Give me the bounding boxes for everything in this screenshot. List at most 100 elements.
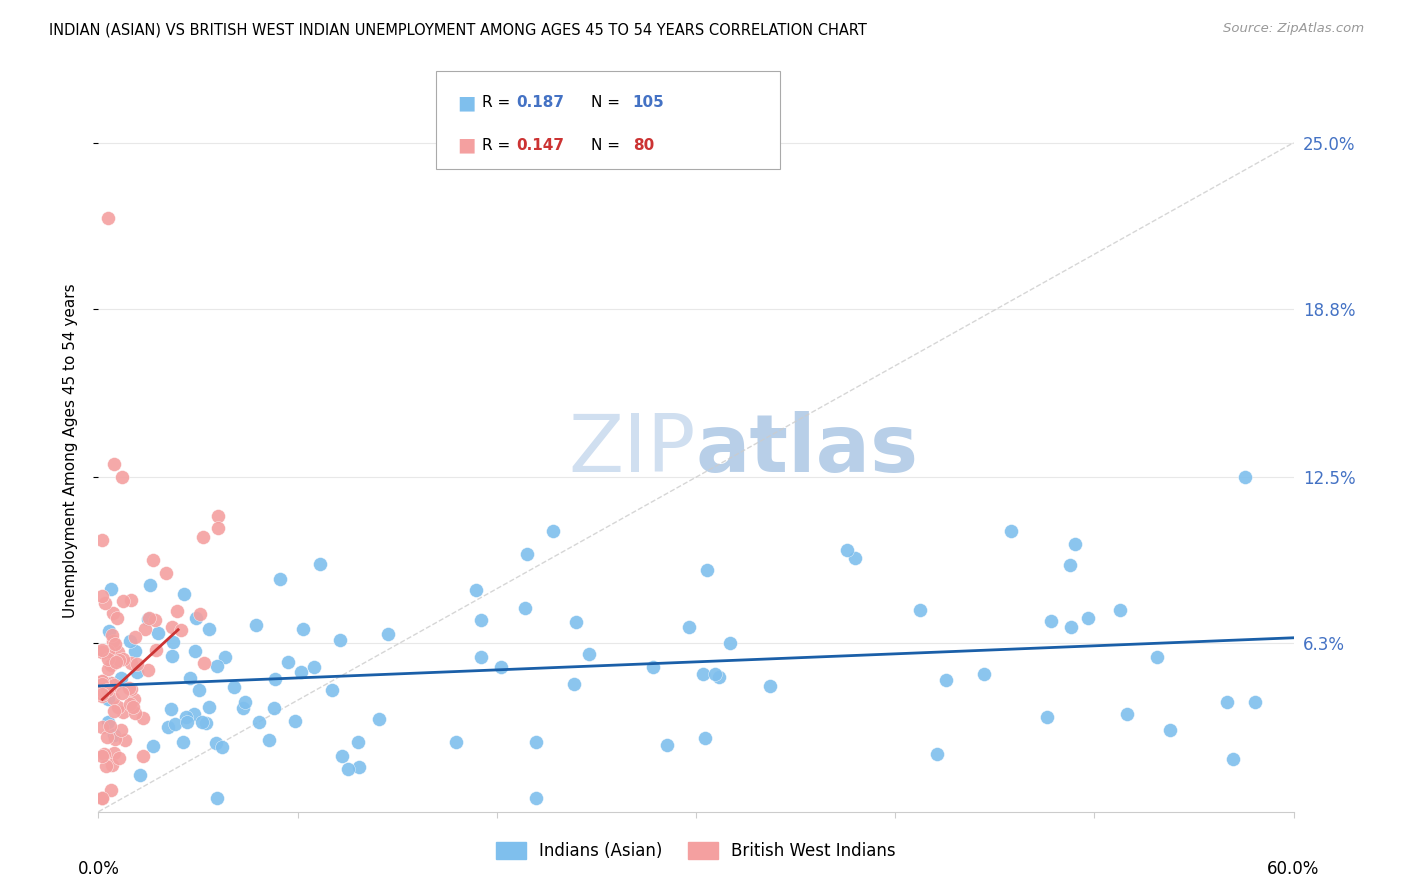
British West Indians xyxy=(107,750,129,764)
Indians (Asian) xyxy=(186,610,208,624)
Indians (Asian) xyxy=(222,680,245,694)
Text: INDIAN (ASIAN) VS BRITISH WEST INDIAN UNEMPLOYMENT AMONG AGES 45 TO 54 YEARS COR: INDIAN (ASIAN) VS BRITISH WEST INDIAN UN… xyxy=(49,22,868,37)
British West Indians xyxy=(131,711,153,725)
British West Indians xyxy=(105,610,128,624)
Indians (Asian) xyxy=(290,665,312,679)
Indians (Asian) xyxy=(696,563,718,577)
British West Indians xyxy=(91,533,114,547)
British West Indians xyxy=(104,637,127,651)
British West Indians xyxy=(120,681,142,696)
Indians (Asian) xyxy=(1059,558,1081,572)
British West Indians xyxy=(96,683,118,698)
British West Indians xyxy=(97,643,120,657)
British West Indians xyxy=(110,723,132,738)
Text: 0.147: 0.147 xyxy=(516,138,564,153)
Indians (Asian) xyxy=(470,614,492,628)
British West Indians xyxy=(131,749,153,764)
Indians (Asian) xyxy=(263,701,285,715)
Indians (Asian) xyxy=(655,738,678,752)
Indians (Asian) xyxy=(565,615,588,629)
Indians (Asian) xyxy=(844,550,866,565)
British West Indians xyxy=(91,791,114,805)
British West Indians xyxy=(94,597,117,611)
British West Indians xyxy=(105,656,128,670)
British West Indians xyxy=(91,674,114,689)
Indians (Asian) xyxy=(368,712,391,726)
Indians (Asian) xyxy=(191,715,214,730)
British West Indians xyxy=(207,508,229,523)
British West Indians xyxy=(125,657,148,672)
British West Indians xyxy=(114,732,136,747)
Indians (Asian) xyxy=(198,700,221,714)
Text: ZIP: ZIP xyxy=(568,411,696,490)
Indians (Asian) xyxy=(1039,614,1062,628)
Indians (Asian) xyxy=(308,557,330,571)
Indians (Asian) xyxy=(935,673,957,687)
Indians (Asian) xyxy=(120,634,142,648)
Indians (Asian) xyxy=(1116,706,1139,721)
Indians (Asian) xyxy=(524,791,547,805)
Text: 0.187: 0.187 xyxy=(516,95,564,110)
Indians (Asian) xyxy=(233,695,256,709)
British West Indians xyxy=(122,699,145,714)
Indians (Asian) xyxy=(205,736,228,750)
Indians (Asian) xyxy=(172,735,194,749)
British West Indians xyxy=(91,791,114,805)
British West Indians xyxy=(101,607,124,621)
British West Indians xyxy=(100,657,122,672)
Indians (Asian) xyxy=(183,644,205,658)
Indians (Asian) xyxy=(1233,470,1256,484)
Indians (Asian) xyxy=(98,676,121,690)
Indians (Asian) xyxy=(1064,537,1087,551)
Indians (Asian) xyxy=(129,768,152,782)
Text: R =: R = xyxy=(482,138,510,153)
Indians (Asian) xyxy=(678,620,700,634)
Indians (Asian) xyxy=(277,655,299,669)
British West Indians xyxy=(93,747,115,761)
Indians (Asian) xyxy=(302,659,325,673)
Indians (Asian) xyxy=(194,716,217,731)
Indians (Asian) xyxy=(179,672,201,686)
British West Indians xyxy=(107,645,129,659)
British West Indians xyxy=(91,643,114,657)
British West Indians xyxy=(91,687,114,701)
Indians (Asian) xyxy=(564,677,586,691)
Indians (Asian) xyxy=(124,644,146,658)
Indians (Asian) xyxy=(837,543,859,558)
British West Indians xyxy=(91,684,114,698)
Indians (Asian) xyxy=(1216,695,1239,709)
British West Indians xyxy=(97,662,120,676)
British West Indians xyxy=(160,620,183,634)
British West Indians xyxy=(94,759,117,773)
British West Indians xyxy=(91,720,114,734)
Indians (Asian) xyxy=(329,633,352,648)
British West Indians xyxy=(103,678,125,692)
British West Indians xyxy=(122,692,145,706)
Text: atlas: atlas xyxy=(696,411,920,490)
Indians (Asian) xyxy=(641,659,664,673)
Indians (Asian) xyxy=(162,635,184,649)
Indians (Asian) xyxy=(1108,603,1130,617)
Text: Source: ZipAtlas.com: Source: ZipAtlas.com xyxy=(1223,22,1364,36)
British West Indians xyxy=(124,706,146,721)
British West Indians xyxy=(97,211,120,225)
British West Indians xyxy=(91,589,114,603)
British West Indians xyxy=(108,653,131,667)
Indians (Asian) xyxy=(578,647,600,661)
British West Indians xyxy=(91,791,114,805)
Indians (Asian) xyxy=(284,714,307,728)
Indians (Asian) xyxy=(330,749,353,764)
British West Indians xyxy=(145,643,167,657)
British West Indians xyxy=(107,700,129,714)
British West Indians xyxy=(207,521,229,535)
British West Indians xyxy=(112,652,135,666)
Indians (Asian) xyxy=(97,691,120,706)
British West Indians xyxy=(166,604,188,618)
British West Indians xyxy=(103,746,125,760)
British West Indians xyxy=(112,705,135,719)
Indians (Asian) xyxy=(543,524,565,538)
British West Indians xyxy=(142,553,165,567)
Indians (Asian) xyxy=(139,578,162,592)
British West Indians xyxy=(97,651,120,665)
Indians (Asian) xyxy=(176,715,198,730)
